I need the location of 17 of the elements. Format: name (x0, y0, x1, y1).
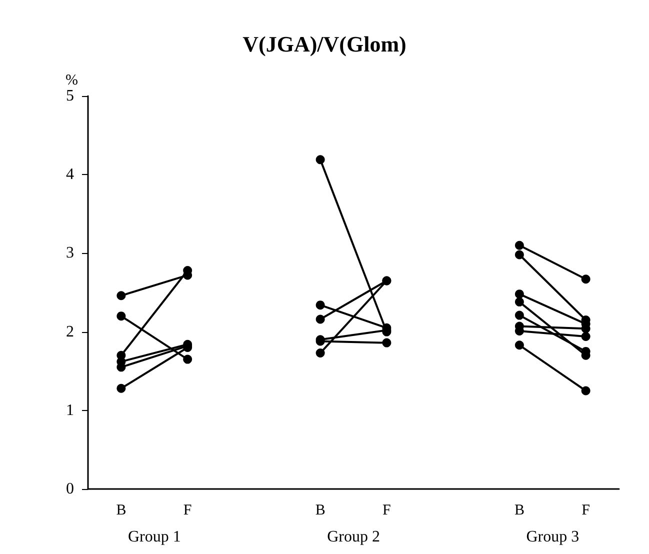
y-tick-label: 5 (66, 88, 74, 104)
x-tick-label: F (382, 502, 391, 518)
y-tick-label: 0 (66, 480, 74, 498)
y-tick-label: 2 (66, 323, 74, 340)
y-tick-label: 3 (66, 244, 74, 262)
text: Group 2 (327, 528, 380, 546)
text: Group 1 (128, 528, 181, 546)
x-tick-label: B (116, 502, 126, 518)
y-tick-label: 4 (66, 166, 74, 184)
x-tick-label: F (183, 502, 192, 518)
x-tick-label: B (315, 502, 326, 518)
chart-title: V(JGA)/V(Glom) (242, 32, 406, 56)
y-tick-label: 1 (66, 402, 74, 419)
x-tick-label: F (582, 502, 590, 518)
text: Group 3 (526, 528, 580, 546)
x-tick-label: B (514, 502, 524, 518)
y-axis-title: % (66, 72, 78, 88)
